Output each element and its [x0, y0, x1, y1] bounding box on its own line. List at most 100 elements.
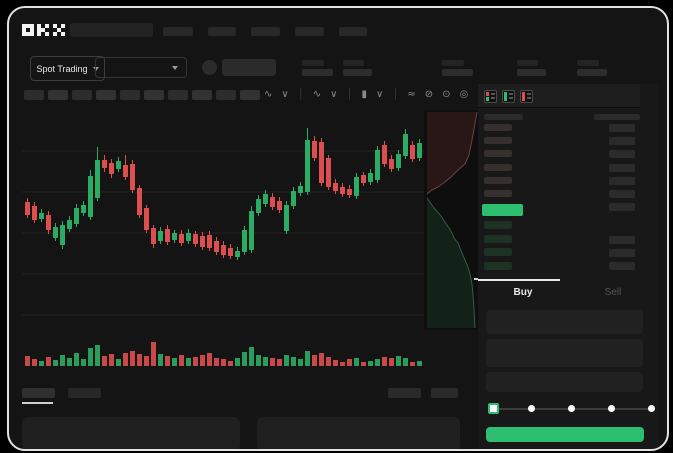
ask-price-placeholder[interactable]	[484, 164, 512, 171]
timeframe-buttons	[24, 90, 260, 100]
candle-body	[319, 142, 324, 183]
icon-bar	[486, 92, 489, 96]
depth-chart-bg	[424, 110, 478, 330]
candle-body	[200, 236, 205, 247]
icon-line	[491, 93, 495, 95]
bottom-tab-placeholder[interactable]	[68, 388, 101, 398]
candle-body	[305, 140, 310, 192]
depth-price-marker	[474, 278, 480, 280]
nav-item-placeholder[interactable]	[208, 27, 236, 36]
order-form-field[interactable]	[486, 310, 643, 334]
nav-item-placeholder[interactable]	[251, 27, 280, 36]
ask-price-placeholder[interactable]	[484, 137, 512, 144]
timeframe-button-placeholder[interactable]	[96, 90, 116, 100]
pair-dropdown[interactable]	[95, 57, 187, 78]
volume-bar	[186, 358, 191, 366]
volume-bar	[375, 359, 380, 366]
timeframe-button-placeholder[interactable]	[216, 90, 236, 100]
volume-bar	[305, 351, 310, 366]
top-nav	[163, 27, 382, 36]
bottom-tab-placeholder[interactable]	[388, 388, 421, 398]
ask-price-placeholder[interactable]	[484, 150, 512, 157]
volume-bar	[137, 354, 142, 366]
candle-body	[67, 220, 72, 229]
bid-price-placeholder[interactable]	[484, 262, 512, 270]
candle-body	[137, 188, 142, 215]
timeframe-button-placeholder[interactable]	[168, 90, 188, 100]
volume-bar	[368, 361, 373, 366]
depth-bids-curve	[426, 197, 476, 329]
chevron-down-icon[interactable]: ∨	[281, 89, 289, 100]
bottom-tab-placeholder[interactable]	[431, 388, 458, 398]
icon-bar	[486, 97, 489, 101]
slider-stop-dot[interactable]	[568, 405, 575, 412]
search-placeholder[interactable]	[70, 23, 153, 37]
line-tool-icon[interactable]: ∿	[264, 89, 273, 100]
stat-label-placeholder	[442, 60, 464, 66]
candle-body	[326, 158, 331, 187]
nav-item-placeholder[interactable]	[163, 27, 193, 36]
nav-item-placeholder[interactable]	[295, 27, 324, 36]
order-form-field[interactable]	[486, 372, 643, 392]
volume-bar	[81, 359, 86, 366]
tab-buy[interactable]: Buy	[513, 287, 533, 298]
chevron-down-icon[interactable]: ∨	[330, 89, 338, 100]
volume-bar	[347, 359, 352, 366]
timeframe-button-placeholder[interactable]	[24, 90, 44, 100]
volume-bar	[67, 358, 72, 366]
candle-body	[333, 183, 338, 191]
slider-stop-dot[interactable]	[608, 405, 615, 412]
candle-body	[361, 175, 366, 183]
indicator-tool-icon[interactable]: ∿	[312, 89, 322, 100]
candle-body	[158, 231, 163, 241]
stat-value-placeholder	[343, 69, 372, 76]
submit-buy-button[interactable]	[486, 427, 644, 442]
order-form-field[interactable]	[486, 339, 643, 367]
timeframe-button-placeholder[interactable]	[240, 90, 260, 100]
timeframe-button-placeholder[interactable]	[192, 90, 212, 100]
timeframe-button-placeholder[interactable]	[144, 90, 164, 100]
slider-stop-dot[interactable]	[648, 405, 655, 412]
bid-price-placeholder[interactable]	[484, 235, 512, 243]
ask-amount-placeholder	[609, 150, 635, 158]
icon-line	[509, 97, 513, 99]
slider-handle[interactable]	[488, 403, 499, 414]
book-bids-view-icon[interactable]	[502, 90, 515, 103]
bid-price-placeholder[interactable]	[484, 221, 512, 229]
wave-icon[interactable]: ≈	[407, 89, 416, 100]
candle-body	[347, 189, 352, 195]
volume-bar	[39, 361, 44, 366]
book-asks-view-icon[interactable]	[520, 90, 533, 103]
timeframe-button-placeholder[interactable]	[72, 90, 92, 100]
volume-bar	[46, 357, 51, 366]
chevron-down-icon[interactable]: ∨	[376, 89, 384, 100]
candle-body	[207, 235, 212, 248]
candle-body	[53, 227, 58, 238]
timeframe-button-placeholder[interactable]	[48, 90, 68, 100]
candle-body	[228, 248, 233, 256]
bottom-content-panel	[257, 417, 460, 449]
okx-logo[interactable]	[22, 23, 66, 37]
stat-value-placeholder	[442, 69, 473, 76]
settings-icon[interactable]: ◎	[459, 89, 469, 100]
coin-icon	[202, 60, 217, 75]
ask-price-placeholder[interactable]	[484, 124, 512, 131]
depth-asks-area	[427, 112, 477, 194]
timeframe-button-placeholder[interactable]	[120, 90, 140, 100]
bottom-tab-placeholder[interactable]	[22, 388, 55, 398]
ask-amount-placeholder	[609, 137, 635, 145]
active-tab-indicator	[478, 279, 560, 281]
nav-item-placeholder[interactable]	[339, 27, 367, 36]
chart-toolbar-icons: ∿∨│∿∨│▮∨│≈⊘⊙◎⊡	[264, 88, 486, 101]
eraser-icon[interactable]: ⊘	[424, 89, 434, 100]
camera-icon[interactable]: ⊙	[442, 89, 451, 100]
ask-price-placeholder[interactable]	[484, 190, 512, 197]
tab-sell[interactable]: Sell	[604, 287, 622, 298]
book-split-view-icon[interactable]	[484, 90, 497, 103]
last-price-bar[interactable]	[482, 204, 523, 216]
chevron-down-icon	[172, 66, 178, 70]
candle-style-icon[interactable]: ▮	[361, 89, 368, 100]
ask-price-placeholder[interactable]	[484, 177, 512, 184]
slider-stop-dot[interactable]	[528, 405, 535, 412]
bid-price-placeholder[interactable]	[484, 248, 512, 256]
